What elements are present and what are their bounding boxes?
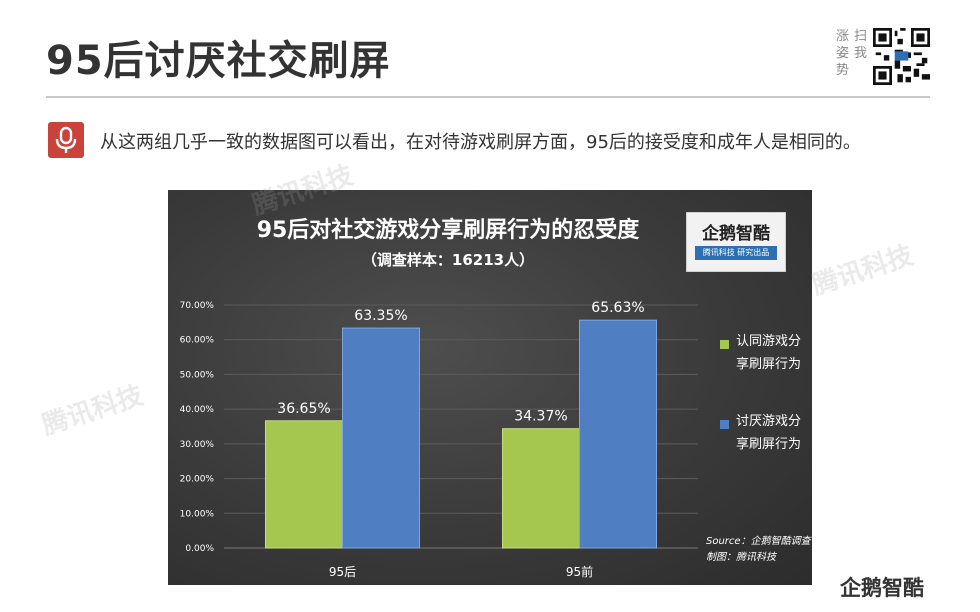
microphone-icon <box>48 122 84 158</box>
legend-swatch-accept <box>720 340 729 349</box>
chart-title: 95后对社交游戏分享刷屏行为的忍受度 <box>256 218 640 243</box>
penguin-logo: 企鹅智酷 腾讯科技 研究出品 <box>686 212 786 272</box>
logo-name: 企鹅智酷 <box>702 224 770 244</box>
logo-tagline: 腾讯科技 研究出品 <box>695 246 777 260</box>
x-tick-label: 95后 <box>329 565 356 579</box>
legend-item-dislike: 讨厌游戏分享刷屏行为 <box>718 410 808 490</box>
qr-caption-right: 扫我 <box>854 29 868 61</box>
data-label: 63.35% <box>354 308 407 324</box>
chart-subtitle: （调查样本：16213人） <box>361 251 535 269</box>
y-tick-label: 30.00% <box>180 440 215 450</box>
bar-accept <box>265 420 343 549</box>
corner-logo: 企鹅智酷 <box>840 576 924 600</box>
data-label: 36.65% <box>277 401 330 417</box>
qr-code-icon[interactable] <box>873 28 930 85</box>
chart-panel: 95后对社交游戏分享刷屏行为的忍受度 （调查样本：16213人） 企鹅智酷 腾讯… <box>168 190 812 585</box>
bar-accept <box>502 428 580 549</box>
data-label: 65.63% <box>591 300 644 316</box>
legend-swatch-dislike <box>720 420 729 429</box>
intro-text: 从这两组几乎一致的数据图可以看出，在对待游戏刷屏方面，95后的接受度和成年人是相… <box>100 132 861 153</box>
legend-label-accept: 认同游戏分享刷屏行为 <box>736 334 802 372</box>
data-label: 34.37% <box>514 409 567 425</box>
bar-dislike <box>579 319 657 549</box>
chart-legend: 认同游戏分享刷屏行为 讨厌游戏分享刷屏行为 <box>718 330 808 490</box>
credit-line: 制图：腾讯科技 <box>706 552 776 563</box>
source-line: Source：企鹅智酷调查 <box>706 536 811 547</box>
bar-dislike <box>342 327 420 549</box>
x-tick-label: 95前 <box>566 564 593 579</box>
legend-label-dislike: 讨厌游戏分享刷屏行为 <box>736 414 802 452</box>
y-tick-label: 50.00% <box>180 370 215 380</box>
header-divider <box>46 96 930 98</box>
watermark-text: 腾讯科技 <box>808 240 917 302</box>
y-tick-label: 0.00% <box>185 544 214 554</box>
y-tick-label: 40.00% <box>180 405 215 415</box>
legend-item-accept: 认同游戏分享刷屏行为 <box>718 330 808 410</box>
page-title: 95后讨厌社交刷屏 <box>46 38 391 84</box>
watermark-text: 腾讯科技 <box>38 380 147 442</box>
bar-chart: 0.00% 10.00% 20.00% 30.00% 40.00% 50.00% 60.00… <box>180 300 698 579</box>
qr-caption-left: 涨姿势 <box>836 29 850 78</box>
y-tick-label: 70.00% <box>180 301 215 311</box>
y-tick-label: 20.00% <box>180 475 215 485</box>
y-tick-label: 10.00% <box>180 509 215 519</box>
chart-source: Source：企鹅智酷调查 制图：腾讯科技 <box>706 534 811 566</box>
y-tick-label: 60.00% <box>180 336 215 346</box>
